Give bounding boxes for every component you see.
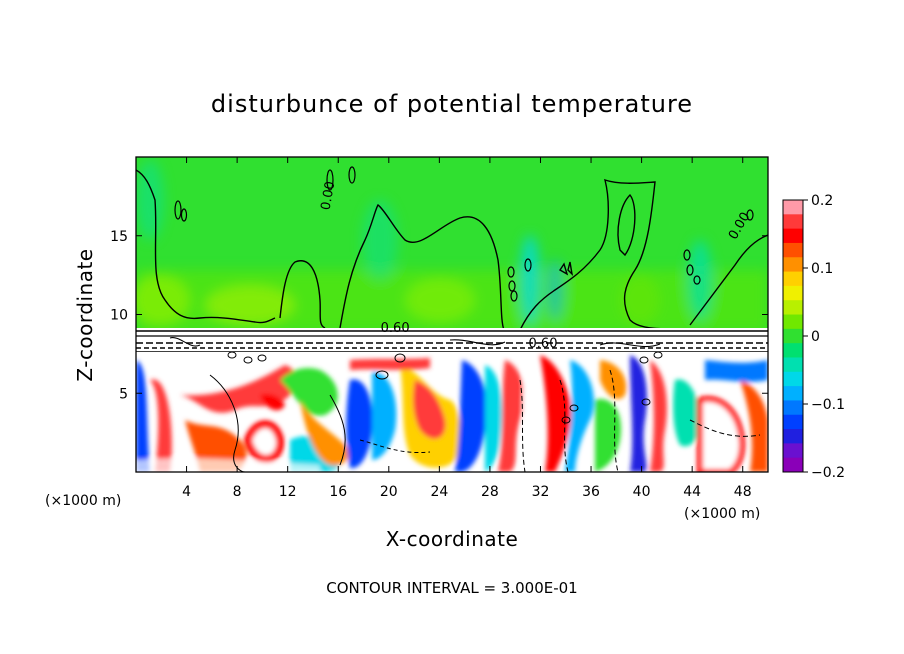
x-tick-label: 16 bbox=[329, 484, 347, 500]
x-tick-label: 36 bbox=[582, 484, 600, 500]
y-axis-label: Z-coordinate bbox=[73, 248, 97, 381]
y-tick-label: 10 bbox=[110, 308, 128, 324]
colorbar-swatch bbox=[783, 414, 803, 430]
colorbar-swatch bbox=[783, 357, 803, 373]
colorbar: 0.2 0.1 0 −0.1 −0.2 bbox=[782, 193, 845, 481]
colorbar-swatch bbox=[783, 285, 803, 301]
colorbar-swatch bbox=[783, 386, 803, 401]
colorbar-swatch bbox=[783, 371, 803, 387]
y-tick-label: 15 bbox=[110, 229, 128, 245]
x-tick-label: 8 bbox=[233, 484, 242, 500]
plot-area bbox=[136, 157, 768, 472]
contour-label: 0.00 bbox=[319, 180, 339, 211]
contour-label: 0.60 bbox=[381, 321, 410, 336]
x-unit-left: (×1000 m) bbox=[45, 493, 121, 509]
lower-field bbox=[136, 352, 768, 472]
colorbar-swatch bbox=[783, 457, 803, 473]
x-tick-label: 48 bbox=[734, 484, 752, 500]
lower-contours bbox=[209, 352, 761, 472]
colorbar-swatch bbox=[783, 343, 803, 358]
colorbar-tick-label: 0 bbox=[811, 329, 820, 345]
chart-title: disturbunce of potential temperature bbox=[211, 90, 693, 118]
contour-interval: CONTOUR INTERVAL = 3.000E-01 bbox=[326, 579, 577, 597]
x-axis: 4 8 12 16 20 24 28 32 36 40 44 48 bbox=[182, 157, 752, 500]
colorbar-swatch bbox=[783, 314, 803, 330]
x-tick-label: 44 bbox=[683, 484, 701, 500]
x-tick-label: 20 bbox=[380, 484, 398, 500]
x-tick-label: 32 bbox=[532, 484, 550, 500]
colorbar-tick-label: 0.2 bbox=[811, 193, 833, 209]
colorbar-swatch bbox=[783, 257, 803, 273]
upper-contours bbox=[136, 169, 768, 331]
colorbar-tick-label: −0.1 bbox=[811, 397, 845, 413]
colorbar-swatch bbox=[783, 429, 803, 444]
upper-field-texture bbox=[136, 160, 768, 332]
x-tick-label: 12 bbox=[279, 484, 297, 500]
x-tick-label: 24 bbox=[430, 484, 448, 500]
contour-label: 0.60 bbox=[529, 337, 558, 352]
x-tick-label: 40 bbox=[633, 484, 651, 500]
colorbar-swatch bbox=[783, 400, 803, 416]
colorbar-swatch bbox=[783, 200, 803, 215]
x-tick-label: 4 bbox=[182, 484, 191, 500]
colorbar-swatch bbox=[783, 443, 803, 459]
colorbar-swatch bbox=[783, 271, 803, 287]
colorbar-swatch bbox=[783, 300, 803, 316]
x-tick-label: 28 bbox=[481, 484, 499, 500]
x-unit-right: (×1000 m) bbox=[684, 506, 760, 522]
upper-contours-small bbox=[174, 166, 754, 302]
colorbar-swatch bbox=[783, 228, 803, 244]
colorbar-tick-label: 0.1 bbox=[811, 261, 833, 277]
x-axis-label: X-coordinate bbox=[386, 527, 519, 551]
y-axis: 5 10 15 bbox=[110, 229, 768, 402]
colorbar-tick-label: −0.2 bbox=[811, 465, 845, 481]
y-tick-label: 5 bbox=[119, 386, 128, 402]
colorbar-swatch bbox=[783, 242, 803, 258]
colorbar-swatch bbox=[783, 328, 803, 344]
colorbar-swatch bbox=[783, 214, 803, 230]
inversion-layer bbox=[136, 328, 768, 354]
